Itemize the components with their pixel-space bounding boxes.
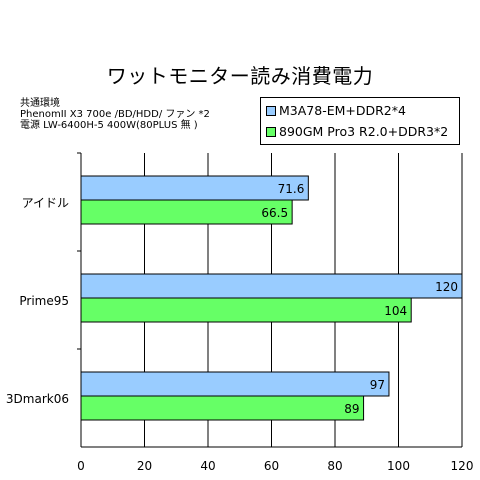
- category-label: Prime95: [19, 294, 69, 308]
- legend-label: M3A78-EM+DDR2*4: [279, 103, 406, 118]
- x-tick-label: 60: [264, 459, 279, 473]
- x-tick-label: 100: [387, 459, 410, 473]
- category-label: アイドル: [22, 196, 69, 210]
- x-tick-label: 20: [137, 459, 152, 473]
- legend-item: M3A78-EM+DDR2*4: [266, 104, 406, 118]
- bar: [80, 395, 365, 421]
- legend-swatch-series-2: [266, 127, 276, 137]
- data-label: 104: [384, 304, 407, 318]
- legend-swatch-series-1: [266, 106, 276, 116]
- note-line: 電源 LW-6400H-5 400W(80PLUS 無 ): [20, 120, 198, 131]
- note-line: 共通環境: [20, 98, 60, 109]
- x-tick-label: 40: [200, 459, 215, 473]
- data-label: 66.5: [261, 206, 288, 220]
- note-line: PhenomII X3 700e /BD/HDD/ ファン *2: [20, 109, 210, 120]
- bar: [80, 199, 293, 225]
- x-tick-label: 120: [451, 459, 474, 473]
- data-label: 89: [344, 402, 359, 416]
- chart-title: ワットモニター読み消費電力: [106, 64, 374, 88]
- legend-item: 890GM Pro3 R2.0+DDR3*2: [266, 125, 448, 139]
- category-label: 3Dmark06: [6, 392, 69, 406]
- x-tick-label: 80: [327, 459, 342, 473]
- environment-note: 共通環境 PhenomII X3 700e /BD/HDD/ ファン *2 電源…: [20, 98, 210, 131]
- bar: [80, 175, 309, 201]
- bar: [80, 297, 412, 323]
- data-label: 120: [435, 280, 458, 294]
- data-label: 71.6: [278, 182, 305, 196]
- bar: [80, 371, 390, 397]
- legend-label: 890GM Pro3 R2.0+DDR3*2: [279, 124, 449, 139]
- bar: [80, 273, 463, 299]
- x-tick-label: 0: [77, 459, 85, 473]
- data-label: 97: [370, 378, 385, 392]
- legend: M3A78-EM+DDR2*4 890GM Pro3 R2.0+DDR3*2: [260, 97, 460, 145]
